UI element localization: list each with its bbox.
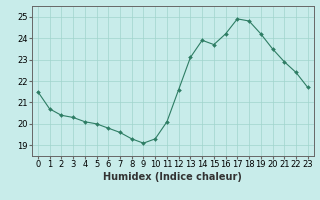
- X-axis label: Humidex (Indice chaleur): Humidex (Indice chaleur): [103, 172, 242, 182]
